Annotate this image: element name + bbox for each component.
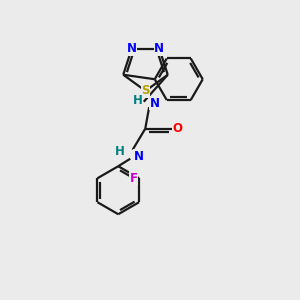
Text: N: N — [127, 42, 137, 55]
Text: S: S — [141, 84, 150, 98]
Text: H: H — [114, 145, 124, 158]
Text: O: O — [173, 122, 183, 135]
Text: N: N — [154, 42, 164, 55]
Text: F: F — [130, 172, 138, 185]
Text: H: H — [132, 94, 142, 107]
Text: N: N — [134, 150, 144, 163]
Text: N: N — [150, 97, 160, 110]
